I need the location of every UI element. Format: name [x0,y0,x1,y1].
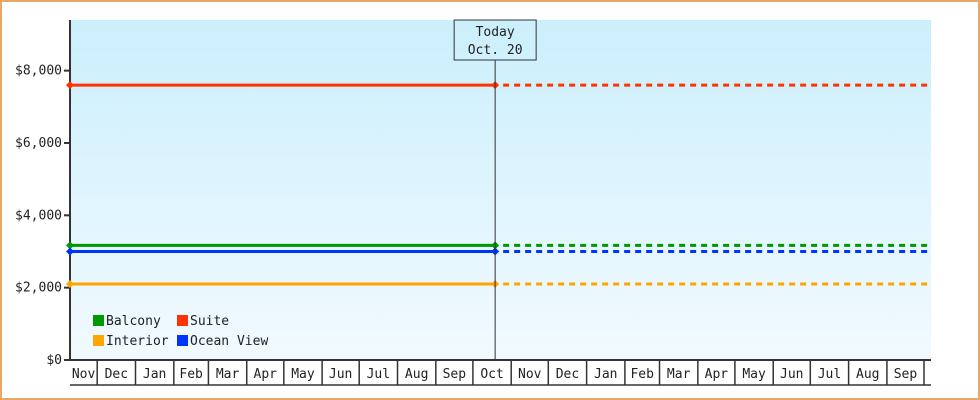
data-point [66,81,74,90]
x-tick-label: Mar [667,367,691,382]
today-box [453,19,537,61]
x-tick-label: Nov [72,367,96,382]
x-tick-label: Oct [480,367,503,382]
x-tick-label: Dec [105,367,128,382]
x-tick-label: May [291,367,315,382]
legend-label: Suite [190,314,229,329]
legend-swatch [177,335,188,346]
data-point [66,241,74,250]
legend-swatch [93,315,104,326]
x-tick-label: Jun [329,367,352,382]
x-tick-label: Dec [556,367,579,382]
x-tick-label: Jul [818,367,841,382]
data-point [66,247,74,256]
x-tick-label: May [742,367,766,382]
y-tick-label: $8,000 [15,64,62,79]
y-tick-label: $6,000 [15,136,62,151]
x-tick-label: Sep [443,367,467,382]
data-point [66,280,74,289]
x-tick-label: Mar [216,367,240,382]
today-date: Oct. 20 [468,43,523,58]
x-tick-label: Sep [894,367,918,382]
legend-label: Interior [106,334,169,349]
x-tick-label: Jun [780,367,803,382]
x-tick-label: Aug [405,367,428,382]
legend-label: Ocean View [190,334,268,349]
x-tick-label: Aug [856,367,879,382]
y-tick-label: $2,000 [15,281,62,296]
legend-swatch [93,335,104,346]
legend-swatch [177,315,188,326]
legend-label: Balcony [106,314,161,329]
x-tick-label: Apr [705,367,729,382]
x-tick-label: Feb [179,367,203,382]
y-tick-label: $0 [46,353,62,368]
x-tick-label: Jan [143,367,166,382]
x-tick-label: Feb [630,367,654,382]
x-tick-label: Jul [367,367,390,382]
plot-area [70,20,931,360]
x-tick-label: Apr [254,367,278,382]
x-tick-label: Nov [518,367,542,382]
y-tick-label: $4,000 [15,208,62,223]
today-label: Today [476,25,515,40]
x-tick-label: Jan [594,367,617,382]
